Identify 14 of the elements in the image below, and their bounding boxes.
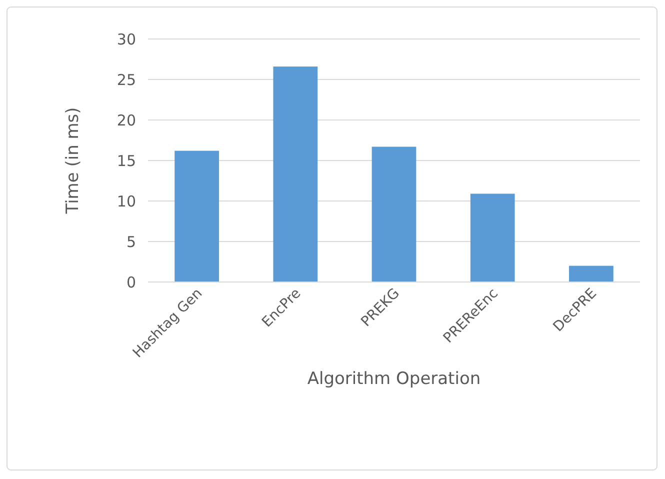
y-tick-label: 25 (116, 70, 136, 89)
y-tick-label: 5 (126, 232, 136, 251)
y-tick-label: 0 (126, 273, 136, 292)
bar (569, 266, 614, 282)
y-tick-label: 10 (116, 192, 136, 210)
bar (174, 150, 219, 282)
x-axis-title: Algorithm Operation (307, 369, 481, 389)
y-axis-title: Time (in ms) (63, 107, 83, 215)
bar (372, 146, 416, 282)
y-tick-label: 15 (116, 152, 136, 170)
bar (470, 194, 515, 282)
bar (273, 66, 318, 282)
y-tick-label: 20 (116, 111, 136, 130)
y-tick-label: 30 (116, 30, 136, 48)
